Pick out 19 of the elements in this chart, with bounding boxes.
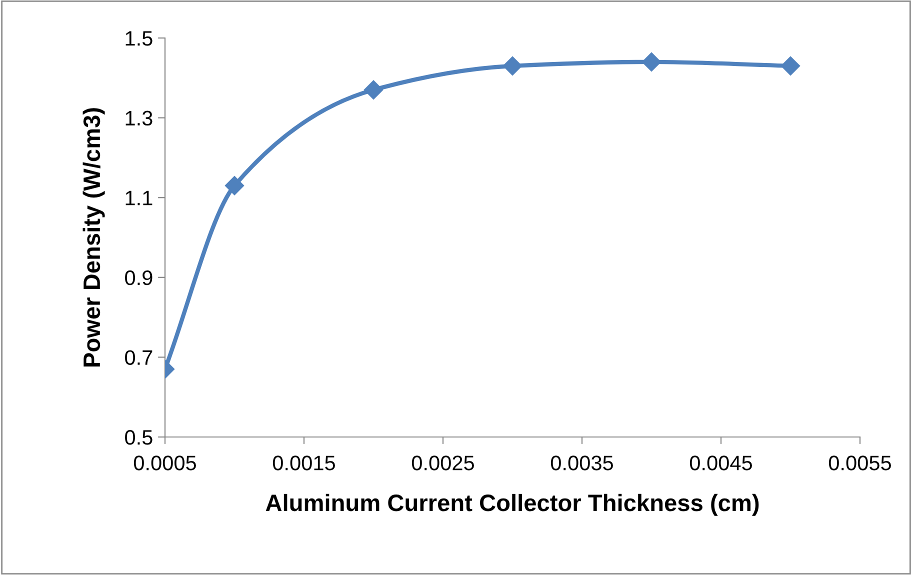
y-tick-label: 1.3	[126, 110, 152, 126]
y-tick-label: 0.9	[125, 270, 152, 286]
point	[224, 176, 244, 196]
point	[364, 80, 384, 100]
y-tick-label: 0.5	[125, 430, 152, 445]
point	[780, 56, 800, 76]
x-tick-label: 0.0025	[412, 456, 474, 470]
x-tick-label: 0.0055	[828, 456, 891, 470]
y-tick-label: 0.7	[125, 350, 152, 365]
x-tick-label: 0.0035	[550, 456, 613, 470]
x-tick-label: 0.0005	[134, 456, 196, 470]
x-tick-label: 0.0015	[272, 456, 335, 470]
point	[642, 52, 662, 72]
x-axis-title: Aluminum Current Collector Thickness (cm)	[266, 494, 759, 516]
x-tick-label: 0.0045	[690, 456, 752, 470]
y-axis-title: Power Density (W/cm3)	[82, 108, 105, 366]
y-tick-label: 1.1	[126, 190, 152, 206]
y-tick-label: 1.5	[126, 31, 152, 46]
point	[502, 56, 522, 76]
